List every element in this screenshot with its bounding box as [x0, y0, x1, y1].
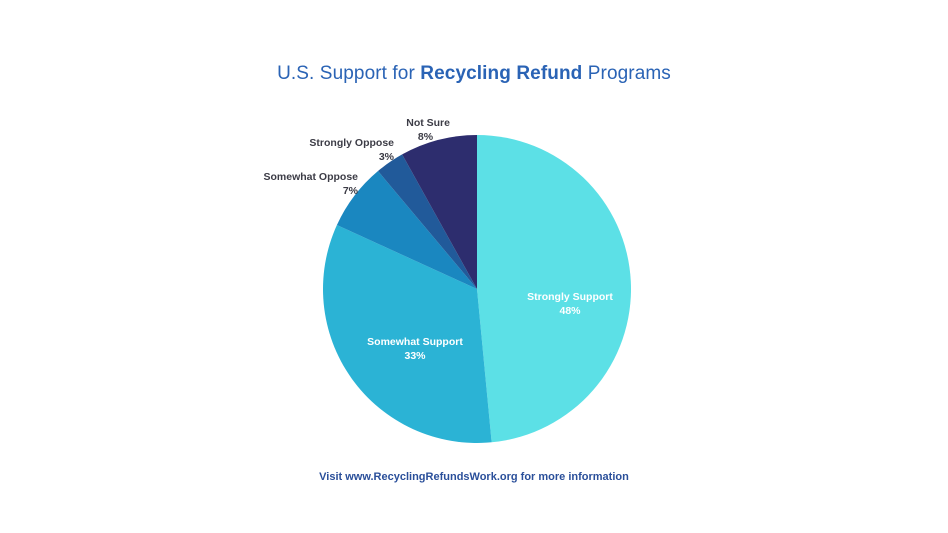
label-not-sure: Not Sure 8% [395, 116, 450, 144]
label-pct: 8% [417, 131, 434, 143]
pie-slices [322, 135, 631, 443]
label-pct: 33% [404, 350, 426, 362]
title-prefix: U.S. Support for [277, 63, 421, 84]
label-name: Somewhat Support [367, 336, 463, 348]
title-suffix: Programs [582, 63, 671, 84]
label-name: Somewhat Oppose [263, 171, 358, 183]
label-strongly-support: Strongly Support 48% [515, 290, 625, 318]
label-somewhat-support: Somewhat Support 33% [355, 335, 475, 363]
chart-title: U.S. Support for Recycling Refund Progra… [0, 63, 948, 85]
pie-slice-not-sure [402, 135, 477, 289]
pie-slice-somewhat-oppose [336, 171, 477, 289]
label-pct: 48% [559, 305, 581, 317]
pie-slice-strongly-oppose [378, 154, 477, 289]
label-strongly-oppose: Strongly Oppose 3% [290, 136, 394, 164]
pie-slice-strongly-support [477, 135, 631, 443]
title-emphasis: Recycling Refund [420, 63, 583, 84]
label-name: Strongly Oppose [309, 137, 394, 149]
pie-slice-somewhat-support [322, 225, 492, 443]
label-pct: 7% [342, 185, 358, 197]
label-pct: 3% [378, 151, 394, 163]
footer-link-text: Visit www.RecyclingRefundsWork.org for m… [319, 471, 629, 483]
label-name: Strongly Support [527, 291, 613, 303]
label-name: Not Sure [406, 117, 450, 129]
label-somewhat-oppose: Somewhat Oppose 7% [248, 170, 358, 198]
